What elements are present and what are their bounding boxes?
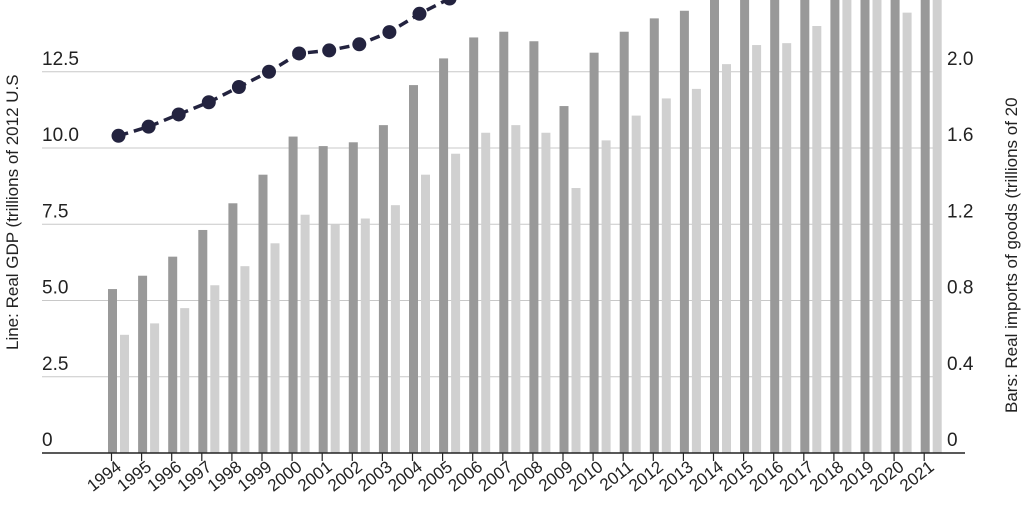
gdp-point bbox=[382, 25, 397, 40]
right-y-tick-label: 0.4 bbox=[947, 354, 974, 375]
gdp-line bbox=[117, 0, 451, 138]
import-bar-light bbox=[120, 334, 129, 453]
import-bar-dark bbox=[589, 52, 599, 453]
left-y-tick-label: 7.5 bbox=[42, 201, 68, 222]
right-y-ticks: 0 0.4 0.8 1.2 1.6 2.0 bbox=[947, 49, 974, 451]
import-bar-dark bbox=[258, 174, 268, 453]
right-y-tick-label: 1.6 bbox=[947, 125, 973, 146]
import-bar-light bbox=[150, 323, 160, 453]
left-y-tick-label: 5.0 bbox=[42, 278, 68, 299]
import-bar-light bbox=[571, 188, 581, 453]
left-y-axis-label: Line: Real GDP (trillions of 2012 U.S bbox=[3, 74, 22, 350]
gdp-line-series bbox=[111, 0, 457, 143]
import-bar-light bbox=[601, 140, 611, 453]
import-bar-light bbox=[691, 88, 701, 453]
import-bar-dark bbox=[619, 31, 629, 453]
import-bar-dark bbox=[740, 0, 750, 453]
import-bar-light bbox=[541, 132, 551, 453]
import-bar-light bbox=[842, 0, 852, 453]
gdp-point bbox=[262, 64, 276, 79]
import-bar-dark bbox=[649, 18, 659, 453]
import-bar-dark bbox=[830, 0, 840, 453]
import-bar-light bbox=[722, 64, 731, 453]
gdp-point bbox=[111, 128, 126, 143]
gdp-point bbox=[442, 0, 457, 6]
import-bar-light bbox=[360, 218, 370, 453]
left-y-tick-label: 0 bbox=[42, 430, 53, 451]
import-bar-light bbox=[451, 153, 461, 453]
import-bar-dark bbox=[378, 125, 388, 453]
import-bar-light bbox=[661, 98, 671, 453]
import-bar-light bbox=[932, 0, 942, 453]
import-bar-light bbox=[300, 214, 310, 453]
gdp-point bbox=[231, 80, 246, 94]
right-y-tick-label: 0 bbox=[947, 430, 958, 451]
import-bar-dark bbox=[920, 0, 930, 453]
import-bar-dark bbox=[469, 37, 479, 453]
gdp-point bbox=[412, 6, 427, 21]
right-y-tick-label: 0.8 bbox=[947, 278, 973, 299]
import-bar-light bbox=[752, 45, 762, 453]
import-bar-dark bbox=[198, 229, 208, 453]
gdp-point bbox=[292, 46, 307, 61]
left-y-tick-label: 10.0 bbox=[42, 125, 79, 146]
gdp-point bbox=[352, 37, 367, 52]
import-bar-dark bbox=[860, 0, 870, 453]
import-bar-dark bbox=[679, 10, 689, 453]
import-bar-dark bbox=[168, 256, 178, 453]
left-y-tick-label: 2.5 bbox=[42, 354, 68, 375]
import-bar-dark bbox=[228, 203, 238, 453]
import-bar-dark bbox=[439, 58, 449, 453]
import-bar-dark bbox=[318, 146, 328, 453]
import-bar-light bbox=[180, 308, 190, 453]
import-bar-dark bbox=[559, 106, 569, 453]
gdp-point bbox=[201, 95, 216, 110]
import-bar-light bbox=[390, 205, 400, 453]
right-y-axis-label: Bars: Real imports of goods (trillions o… bbox=[1002, 97, 1021, 413]
import-bar-light bbox=[511, 125, 521, 453]
x-tick-label: 2021 bbox=[896, 457, 938, 495]
import-bar-light bbox=[240, 266, 250, 453]
import-bar-light bbox=[330, 224, 340, 453]
import-bar-dark bbox=[288, 136, 298, 453]
import-bar-light bbox=[210, 285, 220, 453]
import-bar-light bbox=[270, 243, 280, 453]
import-bar-dark bbox=[710, 0, 719, 453]
import-bar-light bbox=[481, 132, 491, 453]
right-y-tick-label: 2.0 bbox=[947, 49, 973, 70]
gdp-point bbox=[322, 43, 337, 58]
import-bar-light bbox=[421, 174, 430, 453]
left-y-tick-label: 12.5 bbox=[42, 49, 79, 70]
import-bar-light bbox=[872, 0, 882, 453]
import-bar-dark bbox=[890, 0, 900, 453]
import-bar-light bbox=[782, 43, 792, 453]
import-bar-light bbox=[631, 115, 641, 453]
import-bar-dark bbox=[409, 85, 418, 453]
import-bar-dark bbox=[348, 142, 358, 453]
bars bbox=[108, 0, 942, 453]
x-ticks: 1994199519961997199819992000200120022003… bbox=[83, 453, 938, 495]
right-y-tick-label: 1.2 bbox=[947, 201, 973, 222]
import-bar-dark bbox=[499, 31, 509, 453]
import-bar-dark bbox=[108, 289, 117, 453]
import-bar-dark bbox=[800, 0, 810, 453]
import-bar-dark bbox=[529, 41, 539, 453]
import-bar-light bbox=[812, 26, 822, 453]
gdp-point bbox=[141, 119, 156, 134]
import-bar-light bbox=[902, 12, 912, 453]
gdp-point bbox=[171, 107, 186, 122]
import-bar-dark bbox=[138, 275, 148, 453]
left-y-ticks: 0 2.5 5.0 7.5 10.0 12.5 bbox=[42, 49, 79, 451]
import-bar-dark bbox=[770, 0, 780, 453]
